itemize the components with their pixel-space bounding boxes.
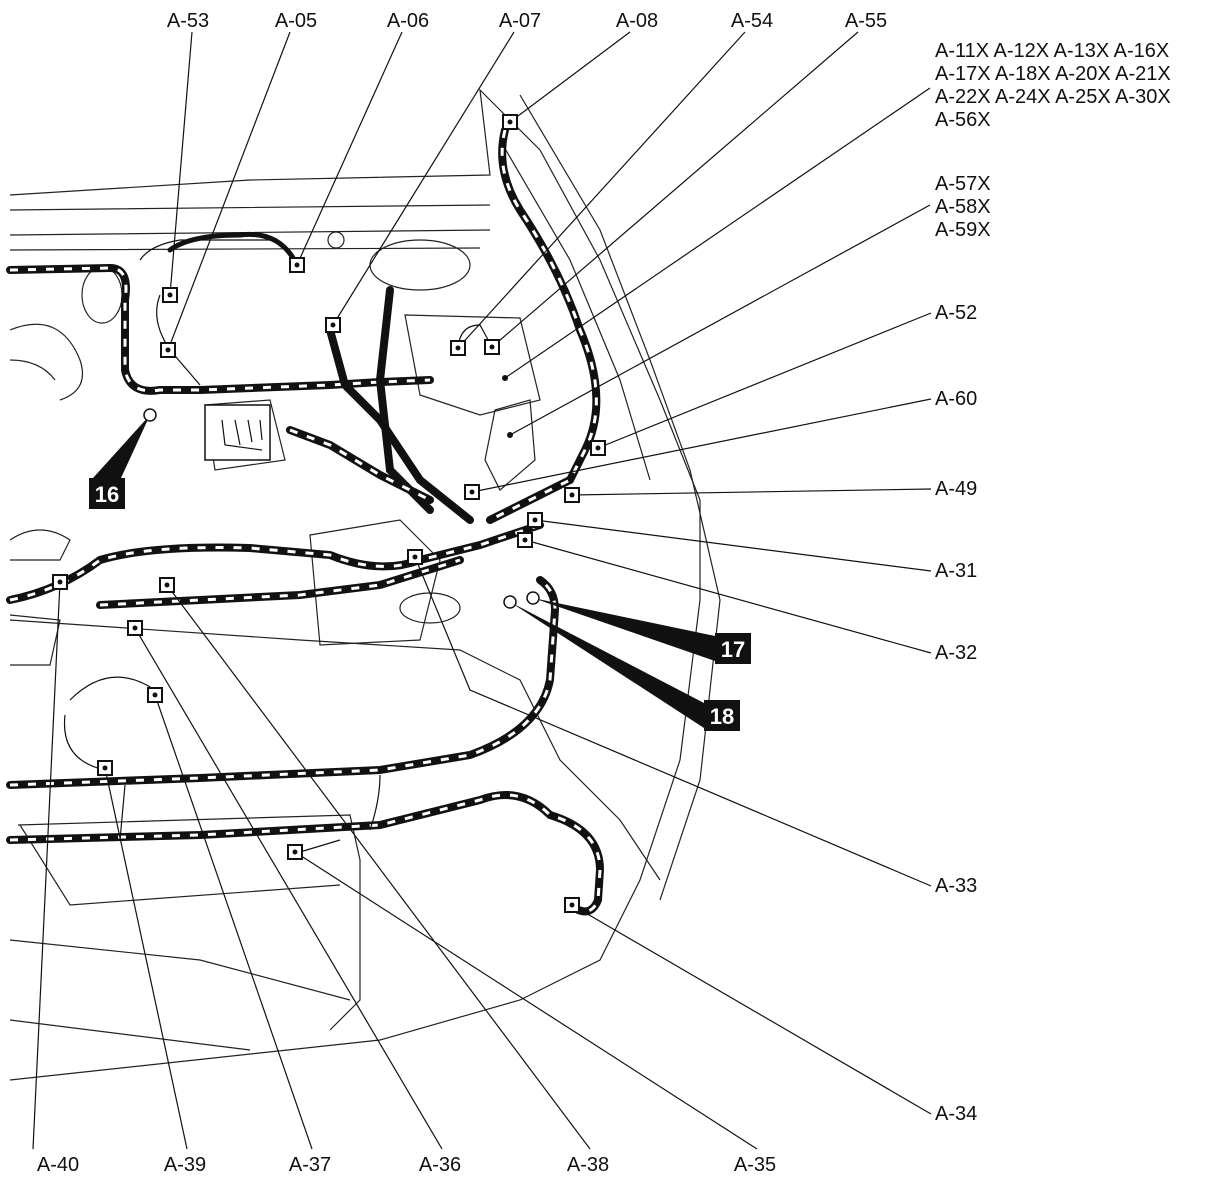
- labels: A-53 A-05 A-06 A-07 A-08 A-54 A-55 A-11X A-12X …: [37, 10, 1171, 1176]
- connector-label: A-60: [935, 388, 977, 410]
- leader-line: [571, 488, 932, 496]
- leader-line: [169, 31, 193, 296]
- connector-pin: [455, 345, 461, 351]
- leader-line: [104, 767, 188, 1150]
- leader-line: [294, 851, 758, 1150]
- connector-label: A-06: [387, 10, 429, 32]
- ground-point: [143, 408, 157, 422]
- connector-pin: [569, 902, 575, 908]
- connector-pin: [57, 579, 63, 585]
- connector-group-label: A-59X: [935, 219, 991, 241]
- connector-pin: [165, 347, 171, 353]
- leader-line: [166, 584, 591, 1150]
- connector-label: A-52: [935, 302, 977, 324]
- leader-line: [571, 904, 932, 1115]
- connector-pin: [167, 292, 173, 298]
- connector-group-label: A-56X: [935, 109, 991, 131]
- leader-line: [471, 398, 932, 493]
- connector-label: A-32: [935, 642, 977, 664]
- leader-line: [509, 204, 931, 436]
- leader-line: [524, 539, 932, 654]
- connector-label: A-49: [935, 478, 977, 500]
- connector-label: A-38: [567, 1154, 609, 1176]
- leader-line: [134, 627, 443, 1150]
- connector-dot: [507, 432, 513, 438]
- ground-point: [503, 595, 517, 609]
- leader-line: [504, 87, 931, 379]
- badge: [715, 633, 751, 664]
- connector-pin: [164, 582, 170, 588]
- connector-pin: [412, 554, 418, 560]
- leader-line: [167, 31, 291, 351]
- connector-label: A-37: [289, 1154, 331, 1176]
- connector-label: A-53: [167, 10, 209, 32]
- connector-label: A-31: [935, 560, 977, 582]
- leader-line: [154, 694, 313, 1150]
- connector-pin: [132, 625, 138, 631]
- connector-group-label: A-17X A-18X A-20X A-21X: [935, 63, 1171, 85]
- leader-line: [509, 31, 631, 123]
- ground-point: [526, 591, 540, 605]
- connector-group-label: A-11X A-12X A-13X A-16X: [935, 40, 1169, 62]
- badge-number: 17: [721, 637, 745, 662]
- connector-group-label: A-58X: [935, 196, 991, 218]
- connector-pin: [595, 445, 601, 451]
- connector-label: A-33: [935, 875, 977, 897]
- leader-line: [491, 31, 859, 348]
- connector-label: A-54: [731, 10, 773, 32]
- leader-lines: [32, 31, 932, 1150]
- leader-line: [597, 312, 932, 449]
- badge-pointer: [510, 602, 704, 728]
- badge-number: 18: [710, 704, 734, 729]
- connector-pin: [532, 517, 538, 523]
- badge: [704, 700, 740, 731]
- connector-label: A-40: [37, 1154, 79, 1176]
- connector-pin: [152, 692, 158, 698]
- connector-group-label: A-57X: [935, 173, 991, 195]
- badge-pointer: [533, 598, 715, 661]
- badge-number: 16: [95, 482, 119, 507]
- connector-label: A-55: [845, 10, 887, 32]
- connector-pin: [569, 492, 575, 498]
- connector-pin: [102, 765, 108, 771]
- connector-pin: [292, 849, 298, 855]
- connector-label: A-34: [935, 1103, 977, 1125]
- connector-label: A-39: [164, 1154, 206, 1176]
- relay-box: [204, 404, 271, 461]
- connector-label: A-08: [616, 10, 658, 32]
- connector-pin: [522, 537, 528, 543]
- connector-dot: [502, 375, 508, 381]
- connector-group-label: A-22X A-24X A-25X A-30X: [935, 86, 1171, 108]
- badge-pointer: [93, 415, 150, 478]
- connector-pin: [507, 119, 513, 125]
- connector-label: A-35: [734, 1154, 776, 1176]
- connector-label: A-07: [499, 10, 541, 32]
- connectors: [52, 114, 606, 913]
- badge: [89, 478, 125, 509]
- leader-line: [457, 31, 746, 349]
- connector-pin: [330, 322, 336, 328]
- leader-line: [414, 556, 932, 887]
- leader-line: [534, 519, 932, 572]
- leader-line: [296, 31, 403, 266]
- connector-pin: [489, 344, 495, 350]
- connector-pin: [469, 489, 475, 495]
- connector-label: A-36: [419, 1154, 461, 1176]
- connector-pin: [294, 262, 300, 268]
- leader-line: [332, 31, 515, 326]
- leader-line: [32, 581, 61, 1150]
- connector-label: A-05: [275, 10, 317, 32]
